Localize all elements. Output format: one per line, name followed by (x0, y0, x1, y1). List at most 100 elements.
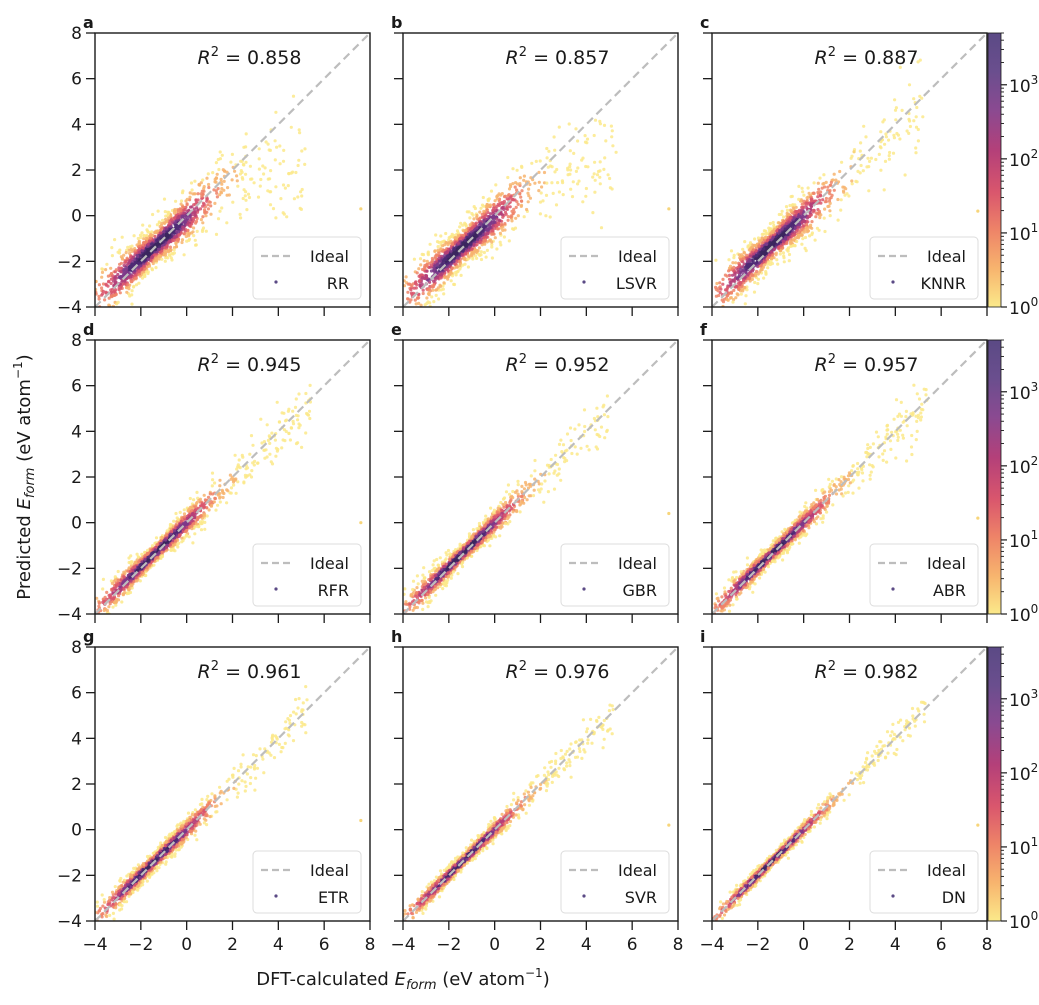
scatter-point (610, 187, 614, 191)
scatter-point (797, 209, 801, 213)
scatter-point (136, 236, 140, 241)
scatter-point (720, 298, 724, 302)
scatter-point (768, 221, 773, 226)
scatter-point (892, 133, 896, 137)
scatter-point (420, 252, 424, 256)
scatter-point (460, 253, 464, 257)
scatter-point (463, 239, 467, 243)
scatter-point (165, 236, 169, 240)
scatter-point (778, 248, 783, 252)
scatter-point (192, 192, 196, 196)
scatter-point (426, 288, 430, 292)
scatter-point (777, 221, 781, 225)
scatter-point (128, 294, 132, 298)
scatter-point (445, 275, 450, 279)
scatter-point (592, 133, 596, 138)
scatter-point (140, 267, 144, 271)
scatter-point (410, 284, 414, 288)
scatter-point (244, 190, 248, 194)
scatter-point (774, 251, 778, 255)
scatter-point (721, 282, 725, 286)
scatter-point (300, 149, 304, 153)
scatter-point (548, 215, 552, 219)
scatter-point (204, 229, 208, 233)
scatter-point (107, 605, 111, 609)
scatter-point (181, 189, 185, 193)
scatter-point (778, 234, 782, 238)
scatter-point (765, 257, 769, 261)
scatter-point (538, 212, 543, 216)
scatter-point (418, 278, 422, 283)
scatter-point (732, 265, 736, 269)
scatter-point (518, 176, 522, 180)
scatter-point (754, 261, 758, 265)
scatter-point (507, 239, 511, 243)
scatter-point (766, 238, 770, 242)
scatter-point (741, 289, 745, 293)
scatter-point (554, 203, 559, 207)
scatter-point (739, 255, 743, 259)
scatter-point (167, 240, 171, 244)
scatter-point (111, 605, 115, 609)
scatter-point (216, 217, 221, 221)
scatter-point (508, 183, 512, 187)
scatter-point (843, 193, 847, 197)
scatter-point (137, 250, 142, 254)
scatter-point (503, 194, 507, 198)
scatter-point (111, 274, 115, 278)
scatter-point (463, 252, 468, 256)
scatter-point (480, 215, 485, 219)
scatter-point (742, 251, 747, 255)
scatter-point (433, 249, 437, 253)
scatter-point (263, 166, 267, 170)
scatter-point (514, 181, 518, 185)
scatter-point (104, 310, 107, 313)
scatter-point (789, 195, 793, 199)
scatter-point (766, 266, 770, 270)
scatter-point (136, 254, 140, 259)
scatter-point (220, 182, 224, 186)
scatter-point (126, 276, 130, 280)
scatter-point (148, 239, 152, 243)
scatter-point (809, 197, 813, 201)
scatter-point (489, 189, 494, 193)
scatter-point (130, 302, 134, 306)
scatter-point (427, 293, 431, 297)
scatter-point (802, 193, 806, 197)
scatter-point (538, 159, 542, 163)
scatter-point (749, 254, 753, 258)
scatter-point (452, 282, 457, 287)
scatter-point (244, 160, 248, 164)
scatter-point (158, 254, 162, 258)
scatter-point (511, 182, 515, 186)
scatter-point (415, 316, 418, 319)
scatter-point (784, 221, 788, 226)
scatter-point (483, 238, 487, 242)
scatter-point (184, 199, 188, 203)
scatter-point (537, 180, 541, 184)
scatter-point (824, 196, 829, 201)
scatter-point (584, 194, 588, 198)
scatter-point (787, 220, 791, 224)
scatter-point (574, 169, 579, 173)
scatter-point (265, 455, 269, 459)
scatter-point (140, 249, 144, 253)
scatter-point (182, 232, 186, 236)
scatter-point (764, 270, 768, 274)
scatter-point (185, 218, 189, 222)
scatter-point (822, 173, 826, 177)
scatter-point (778, 225, 782, 229)
scatter-point (439, 263, 443, 267)
scatter-point (828, 214, 832, 218)
scatter-point (417, 310, 420, 313)
scatter-point (160, 257, 164, 261)
scatter-point (274, 216, 278, 220)
scatter-point (553, 170, 557, 174)
scatter-point (241, 177, 245, 181)
scatter-point (742, 268, 746, 272)
scatter-point (152, 563, 156, 567)
scatter-point (491, 224, 495, 228)
scatter-point (819, 201, 823, 205)
scatter-point (140, 231, 144, 235)
